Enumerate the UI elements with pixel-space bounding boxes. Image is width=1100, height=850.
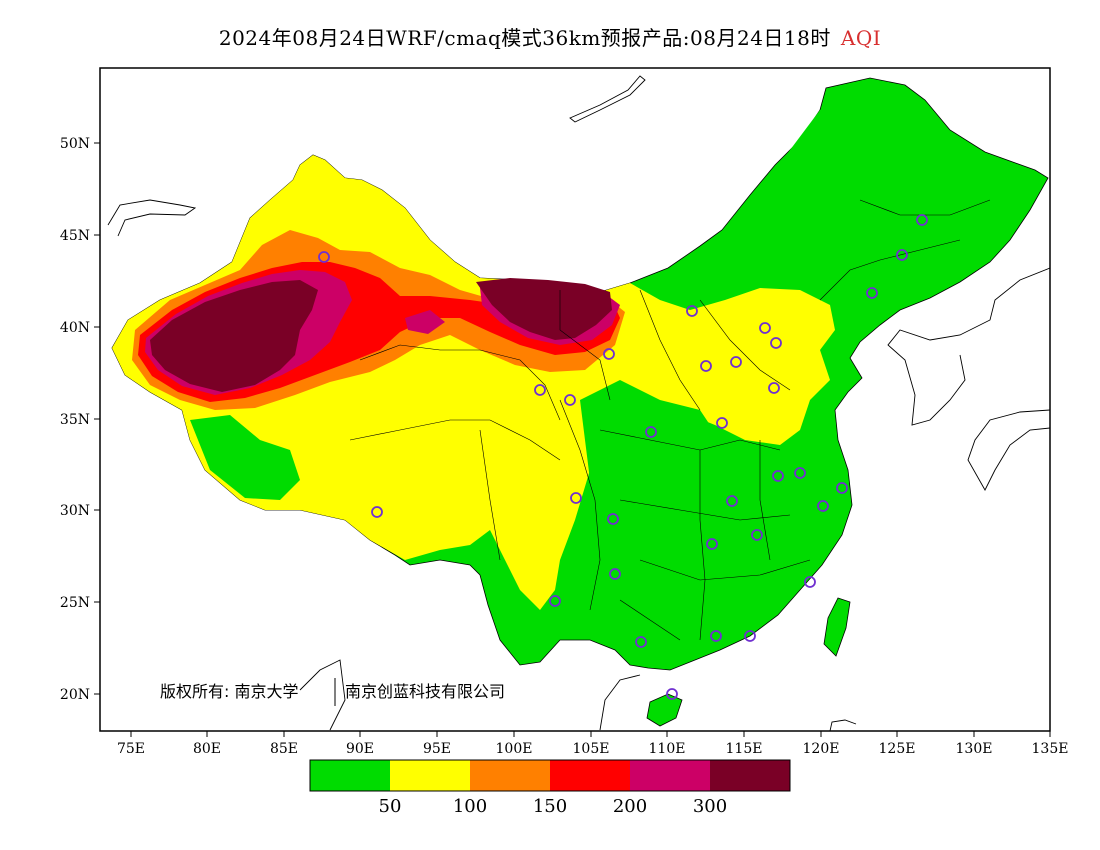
- lat-axis: 20N 25N 30N 35N 40N 45N 50N: [60, 136, 100, 703]
- station-marker: [772, 470, 784, 482]
- lon-label: 115E: [726, 741, 763, 757]
- hainan-island: [646, 693, 683, 727]
- station-marker: [549, 595, 561, 607]
- aqi-zone-green-central: [580, 380, 745, 545]
- legend-label: 300: [693, 796, 727, 817]
- station-marker: [371, 506, 383, 518]
- station-marker: [666, 688, 678, 700]
- lat-label: 50N: [60, 136, 90, 152]
- legend-border: [309, 759, 791, 792]
- legend-label: 200: [613, 796, 647, 817]
- station-marker: [836, 482, 848, 494]
- lon-label: 130E: [956, 741, 993, 757]
- station-marker: [744, 630, 756, 642]
- copyright-owner: 版权所有: 南京大学: [160, 682, 298, 701]
- station-marker: [635, 636, 647, 648]
- aqi-zone-green-tibet: [190, 415, 300, 500]
- lat-label: 40N: [60, 320, 90, 336]
- variable-label: AQI: [840, 26, 882, 50]
- station-marker: [645, 426, 657, 438]
- lon-label: 120E: [803, 741, 840, 757]
- station-marker: [896, 249, 908, 261]
- station-marker: [706, 538, 718, 550]
- lon-label: 105E: [573, 741, 610, 757]
- aqi-zone-maroon: [150, 278, 612, 392]
- legend-swatch-0: [310, 760, 390, 791]
- legend-label: 100: [453, 796, 487, 817]
- lon-label: 75E: [117, 741, 145, 757]
- station-markers: [318, 214, 928, 700]
- station-marker: [817, 500, 829, 512]
- lat-label: 35N: [60, 412, 90, 428]
- map-content: 版权所有: 南京大学 南京创蓝科技有限公司: [107, 75, 1050, 731]
- lon-label: 95E: [423, 741, 451, 757]
- legend-swatch-2: [470, 760, 550, 791]
- lon-label: 110E: [649, 741, 686, 757]
- lon-label: 100E: [496, 741, 533, 757]
- lat-label: 30N: [60, 503, 90, 519]
- legend-swatch-5: [710, 760, 790, 791]
- station-marker: [804, 576, 816, 588]
- station-marker: [726, 495, 738, 507]
- station-marker: [916, 214, 928, 226]
- lon-label: 90E: [346, 741, 374, 757]
- lon-axis: 75E 80E 85E 90E 95E 100E 105E 110E 115E …: [117, 731, 1069, 757]
- outer-coastlines: [107, 75, 1050, 731]
- aqi-zone-green-northeast: [730, 100, 1040, 300]
- station-marker: [564, 394, 576, 406]
- lat-label: 20N: [60, 687, 90, 703]
- lon-label: 135E: [1032, 741, 1069, 757]
- legend-swatch-3: [550, 760, 630, 791]
- station-marker: [534, 384, 546, 396]
- station-marker: [794, 467, 806, 479]
- station-marker: [609, 568, 621, 580]
- title-text: 2024年08月24日WRF/cmaq模式36km预报产品:08月24日18时: [218, 26, 831, 50]
- station-marker: [686, 305, 698, 317]
- lon-label: 125E: [879, 741, 916, 757]
- station-marker: [866, 287, 878, 299]
- map-title: 2024年08月24日WRF/cmaq模式36km预报产品:08月24日18时 A…: [0, 22, 1100, 51]
- station-marker: [710, 630, 722, 642]
- lon-label: 80E: [193, 741, 221, 757]
- station-marker: [751, 529, 763, 541]
- lat-label: 25N: [60, 595, 90, 611]
- station-marker: [759, 322, 771, 334]
- legend-label: 50: [379, 796, 402, 817]
- station-marker: [730, 356, 742, 368]
- aqi-legend: 50 100 150 200 300: [309, 759, 791, 817]
- legend-label: 150: [533, 796, 567, 817]
- station-marker: [607, 513, 619, 525]
- legend-swatch-1: [390, 760, 470, 791]
- station-marker: [570, 492, 582, 504]
- copyright-company: 南京创蓝科技有限公司: [345, 682, 505, 701]
- legend-swatch-4: [630, 760, 710, 791]
- station-marker: [716, 417, 728, 429]
- station-marker: [603, 348, 615, 360]
- station-marker: [770, 337, 782, 349]
- station-marker: [768, 382, 780, 394]
- station-marker: [318, 251, 330, 263]
- taiwan-island: [823, 597, 851, 657]
- station-marker: [700, 360, 712, 372]
- lat-label: 45N: [60, 228, 90, 244]
- lon-label: 85E: [270, 741, 298, 757]
